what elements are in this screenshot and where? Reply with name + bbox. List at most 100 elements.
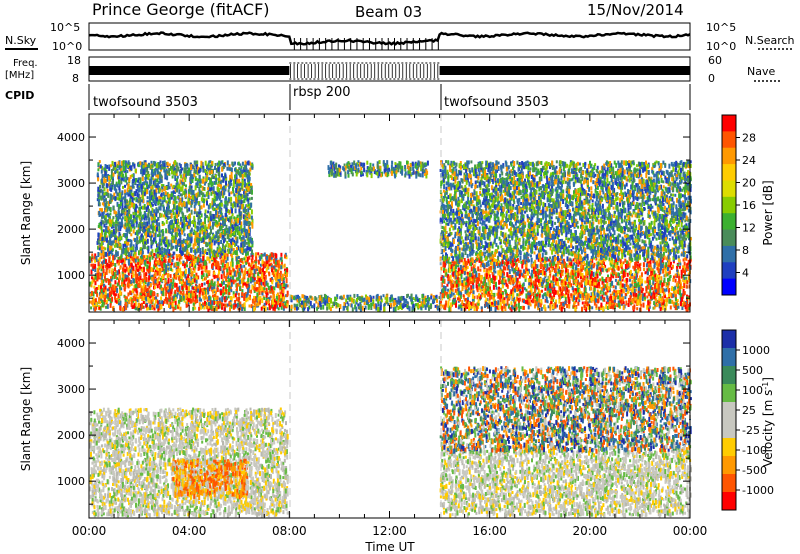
data-cell <box>171 213 173 218</box>
data-cell <box>133 274 135 278</box>
data-cell <box>184 191 186 195</box>
data-cell <box>224 219 226 224</box>
data-cell <box>112 255 114 260</box>
data-cell <box>126 199 128 203</box>
data-cell <box>230 296 232 300</box>
data-cell <box>273 294 275 299</box>
data-cell <box>143 226 145 229</box>
data-cell <box>170 279 172 283</box>
data-cell <box>160 203 162 206</box>
data-cell <box>137 262 139 265</box>
data-cell <box>206 171 208 174</box>
data-cell <box>149 190 151 194</box>
data-cell <box>212 236 214 239</box>
nave-tick-top: 60 <box>708 54 722 67</box>
data-cell <box>386 297 388 302</box>
data-cell <box>172 164 174 169</box>
data-cell <box>117 193 119 197</box>
data-cell <box>165 292 167 297</box>
data-cell <box>123 208 125 212</box>
data-cell <box>307 307 309 311</box>
data-cell <box>152 204 154 207</box>
data-cell <box>184 263 186 268</box>
data-cell <box>228 199 230 203</box>
data-cell <box>144 241 146 244</box>
data-cell <box>251 285 253 290</box>
data-cell <box>236 183 238 188</box>
data-cell <box>112 182 114 185</box>
data-cell <box>235 203 237 208</box>
data-cell <box>169 200 171 204</box>
data-cell <box>241 307 243 311</box>
data-cell <box>207 287 209 292</box>
data-cell <box>141 288 143 293</box>
data-cell <box>227 234 229 239</box>
data-cell <box>262 260 264 265</box>
data-cell <box>230 197 232 202</box>
data-cell <box>102 183 104 188</box>
data-cell <box>154 190 156 195</box>
data-cell <box>280 265 282 269</box>
data-cell <box>210 192 212 196</box>
data-cell <box>246 204 248 207</box>
data-cell <box>170 210 172 213</box>
data-cell <box>209 236 211 240</box>
data-cell <box>137 180 139 183</box>
data-cell <box>175 263 177 267</box>
data-cell <box>100 165 102 169</box>
data-cell <box>398 296 400 299</box>
data-cell <box>248 268 250 273</box>
data-cell <box>190 167 192 170</box>
data-cell <box>170 184 172 187</box>
data-cell <box>101 245 103 250</box>
data-cell <box>243 199 245 203</box>
data-cell <box>255 298 257 302</box>
data-cell <box>165 228 167 233</box>
data-cell <box>217 288 219 292</box>
data-cell <box>266 260 268 264</box>
data-cell <box>118 161 120 165</box>
data-cell <box>164 284 166 288</box>
data-cell <box>125 299 127 302</box>
data-cell <box>218 270 220 274</box>
data-cell <box>207 187 209 190</box>
data-cell <box>152 223 154 226</box>
data-cell <box>111 279 113 282</box>
data-cell <box>175 305 177 309</box>
data-cell <box>210 178 212 183</box>
data-cell <box>209 270 211 273</box>
data-cell <box>118 263 120 266</box>
data-cell <box>142 176 144 181</box>
data-cell <box>156 305 158 309</box>
data-cell <box>156 223 158 226</box>
data-cell <box>217 281 219 285</box>
data-cell <box>230 302 232 305</box>
data-cell <box>161 189 163 192</box>
data-cell <box>279 291 281 294</box>
data-cell <box>177 240 179 244</box>
data-cell <box>187 198 189 203</box>
data-cell <box>216 182 218 185</box>
data-cell <box>237 303 239 308</box>
data-cell <box>201 271 203 275</box>
data-cell <box>222 178 224 183</box>
data-cell <box>139 259 141 264</box>
data-cell <box>177 196 179 199</box>
data-cell <box>248 214 250 218</box>
data-cell <box>154 272 156 277</box>
data-cell <box>264 262 266 266</box>
data-cell <box>157 271 159 276</box>
data-cell <box>99 212 101 217</box>
data-cell <box>224 297 226 300</box>
data-cell <box>118 210 120 214</box>
data-cell <box>123 161 125 166</box>
data-cell <box>216 225 218 228</box>
data-cell <box>150 245 152 249</box>
data-cell <box>111 169 113 173</box>
data-cell <box>196 277 198 280</box>
data-cell <box>194 259 196 263</box>
data-cell <box>101 179 103 183</box>
data-cell <box>225 201 227 205</box>
data-cell <box>192 220 194 224</box>
data-cell <box>117 171 119 174</box>
